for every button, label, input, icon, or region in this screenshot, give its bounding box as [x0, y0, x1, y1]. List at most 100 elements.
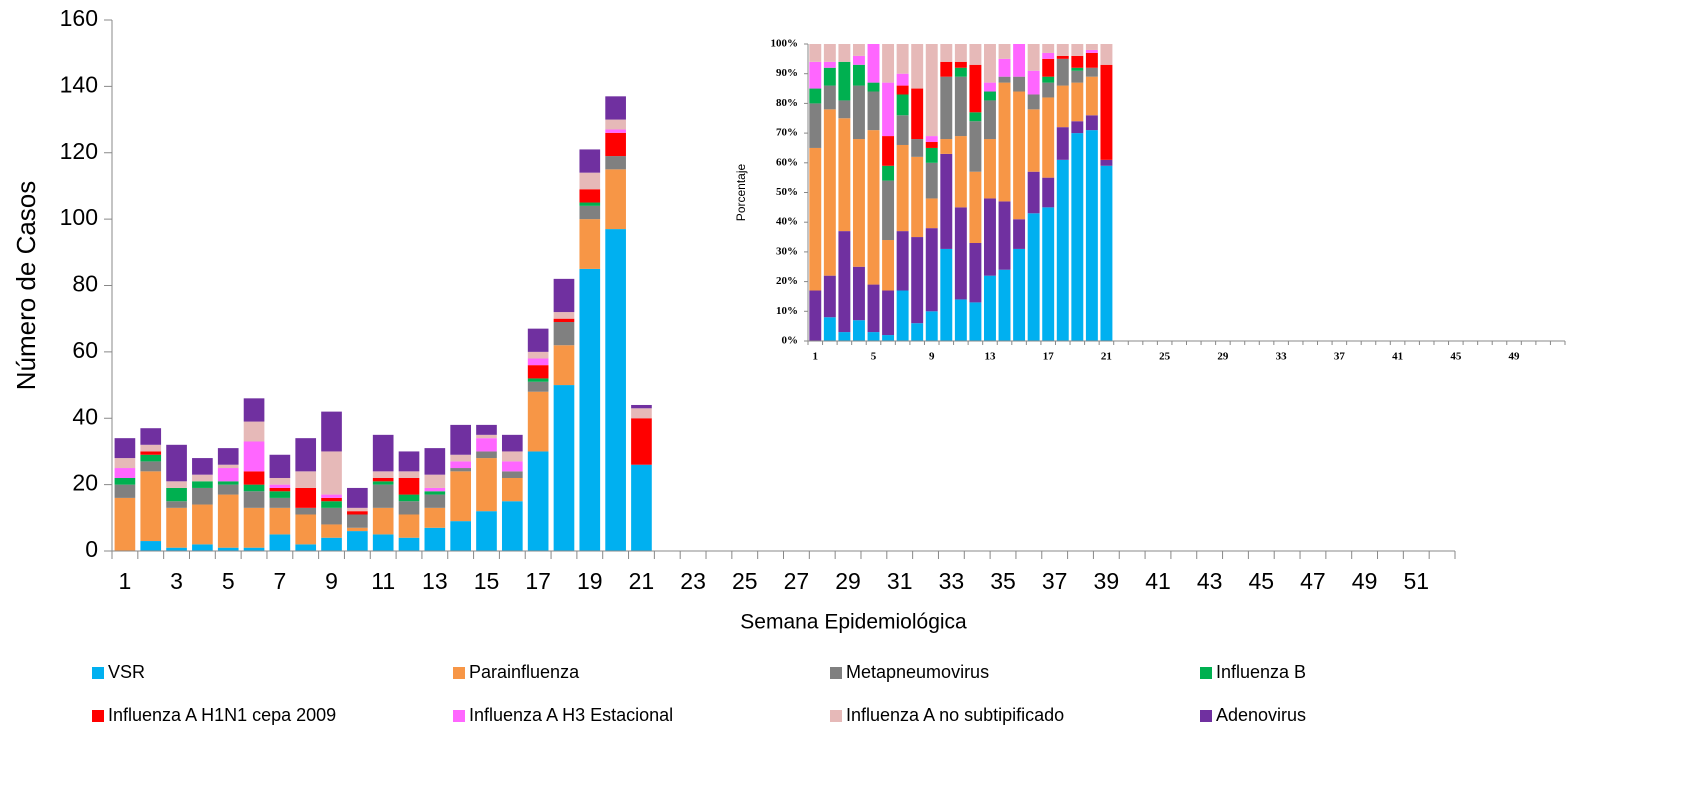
bar-segment — [1085, 49, 1098, 53]
y-tick-label: 100% — [771, 38, 799, 50]
bar-segment — [166, 487, 187, 502]
x-tick-label: 31 — [887, 568, 913, 594]
legend-swatch — [1200, 710, 1212, 722]
bar-segment — [984, 198, 996, 276]
bar-segment — [954, 44, 967, 62]
y-tick-label: 160 — [60, 5, 98, 31]
bar-segment — [940, 44, 953, 62]
bar-segment — [579, 219, 601, 269]
legend-swatch — [830, 710, 842, 722]
bar-segment — [838, 44, 851, 62]
bar-segment — [579, 189, 601, 203]
bar-segment — [925, 198, 938, 229]
bar-segment — [398, 501, 420, 515]
bar-segment — [911, 156, 924, 238]
y-tick-label: 20 — [72, 470, 98, 496]
bar-segment — [527, 378, 549, 382]
bar-segment — [140, 444, 162, 452]
bar-segment — [140, 428, 162, 445]
bar-segment — [424, 474, 446, 488]
bar-segment — [295, 487, 317, 508]
bar-segment — [527, 328, 549, 352]
bar-segment — [347, 507, 368, 512]
bar-segment — [450, 424, 471, 455]
bar-segment — [969, 302, 982, 341]
bar-segment — [852, 64, 865, 86]
bar-segment — [852, 44, 865, 56]
bar-segment — [269, 454, 291, 478]
bar-segment — [140, 471, 162, 542]
bar-segment — [954, 67, 967, 77]
bar-segment — [867, 130, 880, 285]
bar-segment — [1056, 159, 1069, 341]
bar-segment — [192, 474, 213, 482]
bar-segment — [954, 207, 967, 300]
bar-segment — [605, 229, 626, 552]
x-tick-label: 17 — [1043, 351, 1055, 363]
bar-segment — [450, 454, 471, 462]
y-tick-label: 140 — [60, 71, 98, 97]
bar-segment — [1056, 127, 1069, 160]
x-tick-label: 27 — [784, 568, 810, 594]
x-tick-label: 47 — [1300, 568, 1326, 594]
x-tick-label: 19 — [577, 568, 603, 594]
bar-segment — [192, 481, 213, 488]
bar-segment — [838, 231, 851, 333]
bar-segment — [852, 320, 865, 341]
bar-segment — [476, 458, 497, 512]
y-tick-label: 40% — [776, 216, 798, 228]
bar-segment — [925, 311, 938, 341]
bar-segment — [1042, 58, 1055, 77]
bar-segment — [940, 153, 953, 249]
bar-segment — [631, 408, 652, 419]
bar-segment — [1027, 213, 1040, 341]
y-tick-label: 120 — [60, 138, 98, 164]
bar-segment — [1085, 67, 1098, 77]
bar-segment — [321, 451, 342, 495]
bar-segment — [295, 507, 317, 515]
bar-segment — [984, 100, 996, 140]
bar-segment — [852, 55, 865, 65]
bar-segment — [896, 144, 909, 232]
bar-segment — [1056, 58, 1069, 86]
bar-segment — [243, 398, 265, 422]
y-tick-label: 90% — [776, 67, 798, 79]
x-tick-label: 23 — [680, 568, 706, 594]
x-tick-label: 45 — [1249, 568, 1275, 594]
x-tick-label: 37 — [1334, 351, 1346, 363]
bar-segment — [372, 534, 394, 551]
bar-segment — [450, 471, 471, 522]
bar-segment — [347, 531, 368, 551]
bar-segment — [269, 477, 291, 485]
bar-segment — [321, 537, 342, 551]
bar-segment — [1013, 44, 1026, 77]
bar-segment — [867, 91, 880, 131]
bar-segment — [1071, 55, 1084, 68]
bar-segment — [321, 494, 342, 498]
y-tick-label: 80 — [72, 271, 98, 297]
bar-segment — [809, 61, 822, 89]
bar-segment — [823, 109, 836, 276]
legend-swatch — [453, 667, 465, 679]
y-tick-label: 40 — [72, 403, 98, 429]
y-tick-label: 30% — [776, 245, 798, 257]
bar-segment — [954, 76, 967, 137]
x-tick-label: 41 — [1392, 351, 1403, 363]
bar-segment — [372, 471, 394, 478]
bar-segment — [969, 44, 982, 65]
x-tick-label: 45 — [1450, 351, 1462, 363]
bar-segment — [882, 335, 895, 341]
x-tick-label: 13 — [984, 351, 996, 363]
bar-segment — [1056, 44, 1069, 56]
legend-label: Influenza A no subtipificado — [846, 705, 1064, 725]
bar-segment — [969, 112, 982, 122]
bar-segment — [217, 464, 239, 469]
legend-label: Influenza A H3 Estacional — [469, 705, 673, 725]
bar-segment — [1013, 76, 1026, 92]
legend-label: Parainfluenza — [469, 662, 580, 682]
bar-segment — [553, 322, 575, 346]
bar-segment — [114, 438, 136, 459]
x-tick-label: 49 — [1352, 568, 1378, 594]
bar-segment — [114, 468, 136, 478]
bar-segment — [579, 205, 601, 220]
